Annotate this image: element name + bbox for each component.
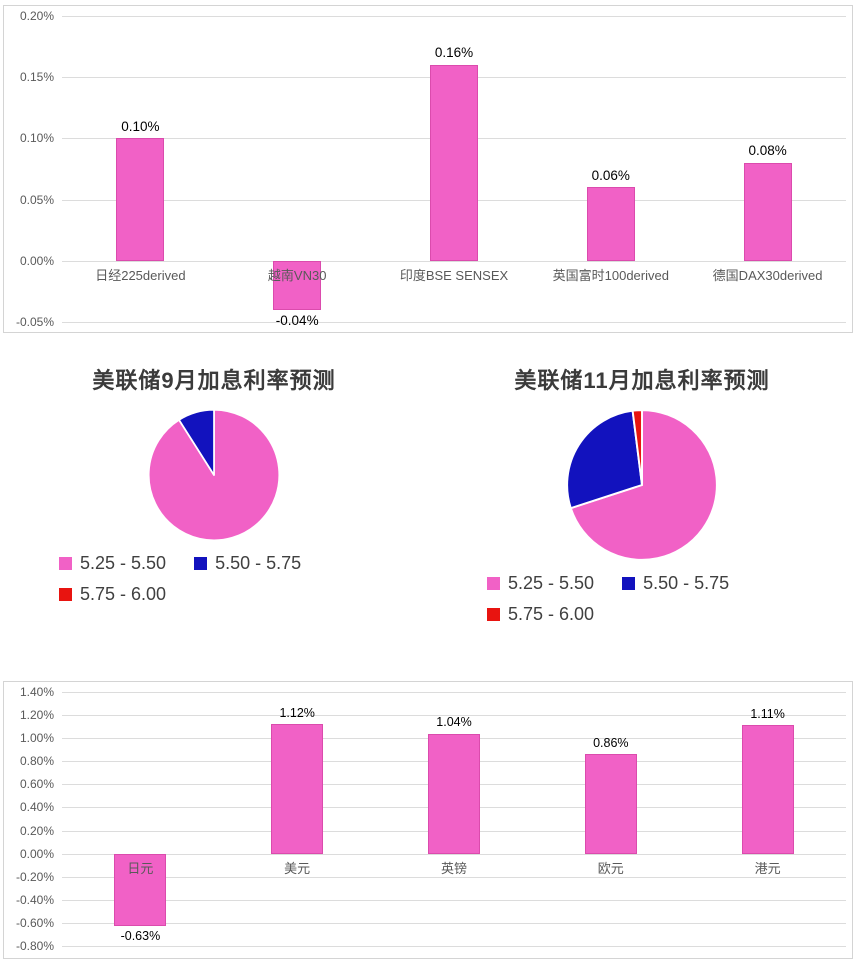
legend-item: 5.75 - 6.00 [59,584,166,605]
bar-value-label: 1.04% [436,715,472,730]
pie-svg [147,408,281,542]
category-label: 欧元 [597,860,624,876]
legend-item: 5.50 - 5.75 [194,553,301,574]
legend-swatch-pink [59,557,72,570]
gridline [62,876,846,878]
fed-november-pie-panel: 美联储11月加息利率预测 5.25 - 5.50 5.50 - 5.75 5.7… [428,337,856,677]
bar [273,260,322,310]
y-axis-tick-label: 1.00% [19,731,54,746]
bar [271,724,324,854]
bar-value-label: -0.63% [120,929,161,944]
bar [430,64,478,261]
bar [743,162,792,261]
gridline [62,322,846,323]
pie-slice [178,408,215,476]
legend-item: 5.75 - 6.00 [487,604,594,625]
category-label: 越南VN30 [267,267,327,283]
fed-september-legend: 5.25 - 5.50 5.50 - 5.75 5.75 - 6.00 [59,553,369,605]
gridline [62,853,846,855]
legend-item: 5.25 - 5.50 [59,553,166,574]
fed-september-pie [146,407,282,543]
y-axis-tick-label: 0.15% [19,70,54,85]
bar-value-label: 1.11% [750,706,785,721]
category-label: 日经225derived [95,267,186,283]
y-axis-tick-label: -0.80% [15,939,54,953]
plot-area: 1.40% 1.20% 1.00% 0.80% 0.60% 0.40% 0.20% 0.00%… [16,685,846,953]
fed-september-pie-title: 美联储9月加息利率预测 [92,368,336,393]
bar-value-label: 0.10% [121,118,160,134]
pie-svg [566,409,718,561]
pie-slice [566,409,643,510]
y-axis-tick-label: 0.80% [19,754,54,769]
gridline [62,922,846,924]
legend-label: 5.50 - 5.75 [643,573,730,593]
gridline [62,692,846,693]
currency-change-bar-chart: 1.40% 1.20% 1.00% 0.80% 0.60% 0.40% 0.20% 0.00%… [3,681,853,959]
fed-rate-forecast-section: 美联储9月加息利率预测 5.25 - 5.50 5.50 - 5.75 5.75… [0,337,856,677]
gridline [62,946,846,947]
bar-value-label: 0.86% [593,735,629,750]
bar [586,187,635,261]
bar [741,725,794,854]
bar [428,733,480,854]
legend-swatch-red [487,608,500,621]
bar [114,853,167,927]
legend-swatch-blue [194,557,208,570]
plot-area: 0.20% 0.15% 0.10% 0.05% 0.00% -0.05% 0.10% 日经22… [16,9,846,329]
category-label: 港元 [754,860,781,876]
y-axis-tick-label: 0.05% [19,192,54,207]
y-axis-tick-label: -0.60% [15,915,54,930]
bar-value-label: 0.16% [434,45,474,61]
gridline [62,899,846,901]
legend-label: 5.25 - 5.50 [508,573,595,593]
pie-slice [569,409,718,561]
category-label: 德国DAX30derived [712,267,823,283]
bar-value-label: 0.06% [591,167,630,183]
category-label: 英国富时100derived [552,267,669,283]
legend-label: 5.75 - 6.00 [508,604,595,624]
category-label: 美元 [284,860,311,876]
legend-label: 5.25 - 5.50 [80,553,167,573]
y-axis-tick-label: 0.00% [19,253,54,268]
fed-november-legend: 5.25 - 5.50 5.50 - 5.75 5.75 - 6.00 [487,573,797,625]
legend-label: 5.50 - 5.75 [215,553,302,573]
y-axis-tick-label: 0.20% [19,823,54,838]
bar [584,754,637,854]
y-axis-tick-label: 0.60% [19,777,54,792]
bar-value-label: 1.12% [279,705,315,720]
pie-slice [631,409,643,486]
y-axis-tick-label: 1.20% [19,708,54,723]
bar-value-label: -0.04% [275,312,319,328]
category-label: 日元 [127,860,154,876]
legend-label: 5.75 - 6.00 [80,584,167,604]
fed-september-pie-panel: 美联储9月加息利率预测 5.25 - 5.50 5.50 - 5.75 5.75… [0,337,428,677]
legend-swatch-red [59,588,72,601]
y-axis-tick-label: -0.20% [15,869,54,884]
gridline [62,16,846,17]
category-label: 印度BSE SENSEX [399,267,509,283]
legend-item: 5.25 - 5.50 [487,573,594,594]
global-index-bar-chart: 0.20% 0.15% 0.10% 0.05% 0.00% -0.05% 0.10% 日经22… [3,5,853,333]
legend-item: 5.50 - 5.75 [622,573,729,594]
gridline [62,715,846,717]
bar [116,138,165,261]
fed-november-pie-title: 美联储11月加息利率预测 [514,368,770,393]
y-axis-tick-label: 0.10% [19,131,54,146]
y-axis-tick-label: 0.20% [19,9,54,23]
y-axis-tick-label: -0.05% [15,315,54,329]
legend-swatch-blue [622,577,636,590]
y-axis-tick-label: 1.40% [19,685,54,699]
y-axis-tick-label: 0.00% [19,846,54,861]
bar-value-label: 0.08% [748,143,787,159]
fed-november-pie [564,407,720,563]
legend-swatch-pink [487,577,500,590]
gridline [62,260,846,262]
category-label: 英镑 [440,860,468,876]
y-axis-tick-label: -0.40% [15,892,54,907]
y-axis-tick-label: 0.40% [19,800,54,815]
